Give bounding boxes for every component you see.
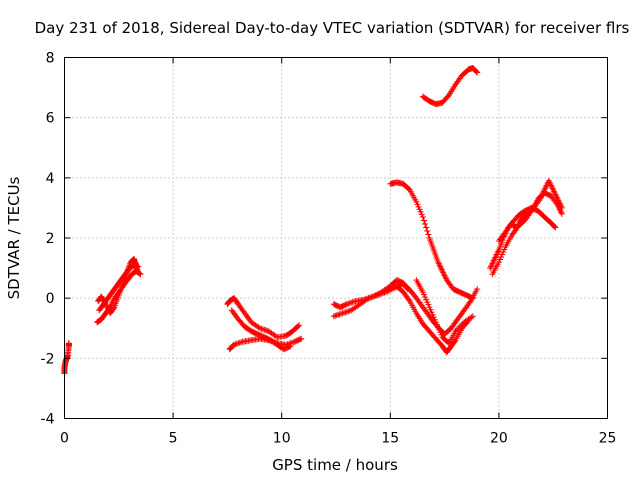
series-seg6b (489, 189, 565, 278)
data-point (429, 311, 436, 318)
y-tick-label: 4 (46, 171, 55, 187)
data-point (296, 322, 303, 329)
data-point (342, 309, 349, 316)
data-point (422, 220, 429, 227)
data-point (65, 340, 72, 347)
series-seg3d (398, 280, 481, 338)
data-point (432, 319, 439, 326)
y-axis-title: SDTVAR / TECUs (5, 176, 23, 299)
series-seg2c (228, 307, 294, 353)
y-tick-label: 8 (46, 51, 55, 67)
data-point (473, 68, 480, 75)
series-seg5 (419, 65, 481, 108)
data-point (422, 294, 429, 301)
data-point (496, 256, 503, 263)
data-point (468, 314, 475, 321)
x-tick-label: 15 (381, 431, 399, 447)
series-seg3b (330, 281, 405, 320)
x-axis-title: GPS time / hours (272, 456, 398, 474)
data-point (294, 323, 301, 330)
data-point (423, 224, 430, 231)
grid-lines (64, 57, 608, 419)
x-tick-label: 25 (599, 431, 617, 447)
data-point (499, 251, 506, 258)
y-tick-label: 0 (46, 291, 55, 307)
data-point (434, 321, 440, 328)
data-point (419, 289, 426, 296)
data-point (558, 210, 565, 217)
data-point (390, 285, 397, 292)
data-point (430, 314, 437, 321)
data-point (261, 326, 268, 333)
series-seg1b (94, 268, 144, 326)
data-point (427, 306, 434, 313)
data-point (230, 341, 237, 348)
x-tick-label: 20 (490, 431, 508, 447)
data-point (287, 343, 294, 350)
data-point (420, 217, 427, 224)
data-point (419, 213, 426, 220)
data-point (495, 259, 502, 266)
data-point (425, 231, 432, 238)
data-point (137, 271, 144, 278)
series-seg3e (413, 277, 476, 347)
series-seg3c (393, 283, 472, 356)
data-point (437, 329, 444, 336)
x-tick-label: 5 (169, 431, 178, 447)
series-seg6c (495, 204, 559, 245)
data-point (332, 312, 339, 319)
data-point (474, 286, 481, 293)
data-point (135, 263, 142, 270)
data-point (444, 93, 451, 100)
data-point (474, 69, 481, 76)
series-seg2a (224, 295, 303, 341)
series-seg4 (387, 179, 476, 302)
data-point (405, 185, 412, 192)
data-point (426, 304, 433, 311)
y-tick-label: 6 (46, 111, 55, 127)
data-point (552, 224, 559, 231)
data-point (98, 293, 105, 300)
y-tick-label: -4 (41, 412, 55, 428)
data-point (298, 335, 305, 342)
y-tick-label: 2 (46, 231, 55, 247)
data-point (469, 313, 476, 320)
x-tick-label: 0 (60, 431, 69, 447)
data-series (61, 65, 565, 377)
data-point (377, 291, 384, 298)
data-point (469, 295, 476, 302)
data-point (415, 203, 422, 210)
data-point (413, 198, 420, 205)
data-point (425, 301, 432, 308)
data-point (424, 227, 431, 234)
x-tick-label: 10 (273, 431, 291, 447)
data-point (436, 326, 443, 333)
data-point (551, 223, 558, 230)
data-point (501, 246, 508, 253)
data-point (423, 296, 430, 303)
axis-ticks: 0 5 10 15 20 25 -4 -2 0 2 4 6 8 (41, 51, 617, 447)
data-point (418, 211, 425, 218)
chart-title: Day 231 of 2018, Sidereal Day-to-day VTE… (35, 19, 630, 37)
y-tick-label: -2 (41, 351, 55, 367)
series-seg1c (96, 262, 142, 314)
data-point (367, 294, 374, 301)
data-point (500, 249, 507, 256)
data-point (416, 206, 423, 213)
